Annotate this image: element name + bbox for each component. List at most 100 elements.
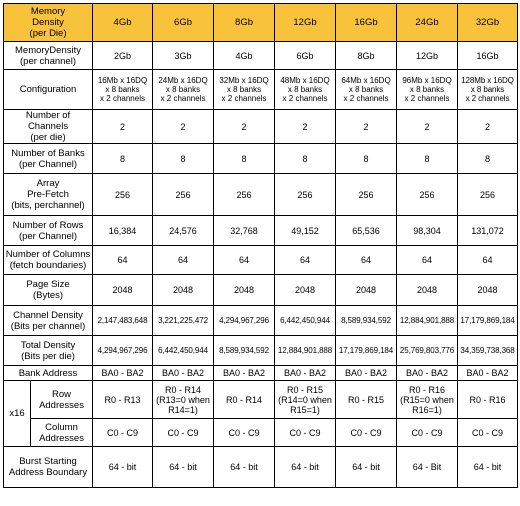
- table-cell: C0 - C9: [152, 418, 215, 447]
- table-cell: 131,072: [457, 215, 519, 246]
- density-header-32gb: 32Gb: [457, 3, 519, 42]
- table-cell: BA0 - BA2: [396, 365, 459, 381]
- table-cell: 2: [152, 109, 215, 144]
- table-cell: 2048: [152, 274, 215, 306]
- table-cell: 256: [213, 173, 276, 216]
- table-cell: 2: [274, 109, 337, 144]
- table-row: Burst Starting Address Boundary 64 - bit…: [2, 446, 519, 488]
- table-cell: BA0 - BA2: [213, 365, 276, 381]
- table-cell: 256: [152, 173, 215, 216]
- table-row: Total Density (Bits per die) 4,294,967,2…: [2, 335, 519, 366]
- table-cell: 2Gb: [92, 41, 154, 70]
- table-cell: 64: [335, 245, 398, 275]
- table-cell: 2: [335, 109, 398, 144]
- table-cell: 256: [274, 173, 337, 216]
- table-cell: 12,884,901,888: [274, 335, 337, 366]
- row-label-memory-density-per-channel: MemoryDensity (per channel): [2, 41, 94, 70]
- table-cell: 256: [396, 173, 459, 216]
- density-header-6gb: 6Gb: [152, 3, 215, 42]
- table-cell: R0 - R14 (R13=0 when R14=1): [152, 380, 215, 419]
- table-row: Bank Address BA0 - BA2 BA0 - BA2 BA0 - B…: [2, 365, 519, 381]
- row-label-bank-address: Bank Address: [2, 365, 94, 381]
- memory-density-spec-table: Memory Density (per Die) 4Gb 6Gb 8Gb 12G…: [2, 3, 519, 488]
- row-label-array-prefetch: Array Pre-Fetch (bits, perchannel): [2, 173, 94, 216]
- table-cell: 64 - bit: [152, 446, 215, 488]
- table-cell: 8: [335, 143, 398, 174]
- table-row: Number of Channels (per die) 2 2 2 2 2 2…: [2, 109, 519, 144]
- table-row: Number of Rows (per Channel) 16,384 24,5…: [2, 215, 519, 246]
- table-cell: 3Gb: [152, 41, 215, 70]
- table-cell: 64 - bit: [92, 446, 154, 488]
- table-cell: 128Mb x 16DQ x 8 banks x 2 channels: [457, 69, 519, 110]
- row-label-number-of-columns: Number of Columns (fetch boundaries): [2, 245, 94, 275]
- table-cell: 6,442,450,944: [152, 335, 215, 366]
- table-cell: 65,536: [335, 215, 398, 246]
- table-cell: 16Gb: [457, 41, 519, 70]
- table-cell: 64: [274, 245, 337, 275]
- table-cell: 64: [152, 245, 215, 275]
- table-cell: 12Gb: [396, 41, 459, 70]
- table-cell: BA0 - BA2: [92, 365, 154, 381]
- density-header-4gb: 4Gb: [92, 3, 154, 42]
- table-cell: BA0 - BA2: [457, 365, 519, 381]
- table-cell: 8,589,934,592: [213, 335, 276, 366]
- table-row: x16 Row Addresses R0 - R13 R0 - R14 (R13…: [3, 380, 519, 447]
- table-cell: 8,589,934,592: [335, 305, 398, 336]
- table-cell: 2: [213, 109, 276, 144]
- table-cell: 96Mb x 16DQ x 8 banks x 2 channels: [396, 69, 459, 110]
- corner-header-cell: Memory Density (per Die): [2, 3, 94, 42]
- table-cell: C0 - C9: [457, 418, 519, 447]
- table-cell: 8: [396, 143, 459, 174]
- table-cell: R0 - R15 (R14=0 when R15=1): [274, 380, 337, 419]
- table-cell: 2048: [213, 274, 276, 306]
- table-cell: 4,294,967,296: [213, 305, 276, 336]
- row-label-row-addresses: Row Addresses: [29, 380, 94, 419]
- row-label-column-addresses: Column Addresses: [29, 418, 94, 447]
- table-cell: 8: [92, 143, 154, 174]
- table-row: Configuration 16Mb x 16DQ x 8 banks x 2 …: [2, 69, 519, 110]
- row-label-burst-starting-address: Burst Starting Address Boundary: [2, 446, 94, 488]
- table-cell: 6,442,450,944: [274, 305, 337, 336]
- density-header-16gb: 16Gb: [335, 3, 398, 42]
- header-row: Memory Density (per Die) 4Gb 6Gb 8Gb 12G…: [2, 3, 519, 42]
- row-label-channel-density: Channel Density (Bits per channel): [2, 305, 94, 336]
- density-header-12gb: 12Gb: [274, 3, 337, 42]
- table-cell: 64: [457, 245, 519, 275]
- table-cell: R0 - R14: [213, 380, 276, 419]
- table-cell: 32Mb x 16DQ x 8 banks x 2 channels: [213, 69, 276, 110]
- table-cell: 17,179,869,184: [457, 305, 519, 336]
- table-row: Number of Banks (per Channel) 8 8 8 8 8 …: [2, 143, 519, 174]
- table-cell: 34,359,738,368: [457, 335, 519, 366]
- row-label-number-of-banks: Number of Banks (per Channel): [2, 143, 94, 174]
- table-cell: 8: [457, 143, 519, 174]
- table-cell: 25,769,803,776: [396, 335, 459, 366]
- table-cell: 24,576: [152, 215, 215, 246]
- density-header-24gb: 24Gb: [396, 3, 459, 42]
- table-cell: 4Gb: [213, 41, 276, 70]
- table-cell: R0 - R16: [457, 380, 519, 419]
- row-label-configuration: Configuration: [2, 69, 94, 110]
- row-label-number-of-rows: Number of Rows (per Channel): [2, 215, 94, 246]
- table-cell: 4,294,967,296: [92, 335, 154, 366]
- table-row: Page Size (Bytes) 2048 2048 2048 2048 20…: [2, 274, 519, 306]
- table-cell: 64 - bit: [335, 446, 398, 488]
- table-cell: 2: [396, 109, 459, 144]
- table-cell: 64: [213, 245, 276, 275]
- table-cell: 64 - Bit: [396, 446, 459, 488]
- table-cell: 6Gb: [274, 41, 337, 70]
- table-row: Channel Density (Bits per channel) 2,147…: [2, 305, 519, 336]
- table-cell: 2048: [92, 274, 154, 306]
- table-cell: 8: [152, 143, 215, 174]
- table-cell: 2: [457, 109, 519, 144]
- table-cell: 64: [396, 245, 459, 275]
- row-label-number-of-channels: Number of Channels (per die): [2, 109, 94, 144]
- table-cell: BA0 - BA2: [274, 365, 337, 381]
- table-cell: C0 - C9: [274, 418, 337, 447]
- x16-group-label: x16: [3, 380, 31, 447]
- table-cell: 2048: [457, 274, 519, 306]
- row-label-total-density: Total Density (Bits per die): [2, 335, 94, 366]
- table-cell: BA0 - BA2: [335, 365, 398, 381]
- table-cell: 8: [213, 143, 276, 174]
- table-cell: 8: [274, 143, 337, 174]
